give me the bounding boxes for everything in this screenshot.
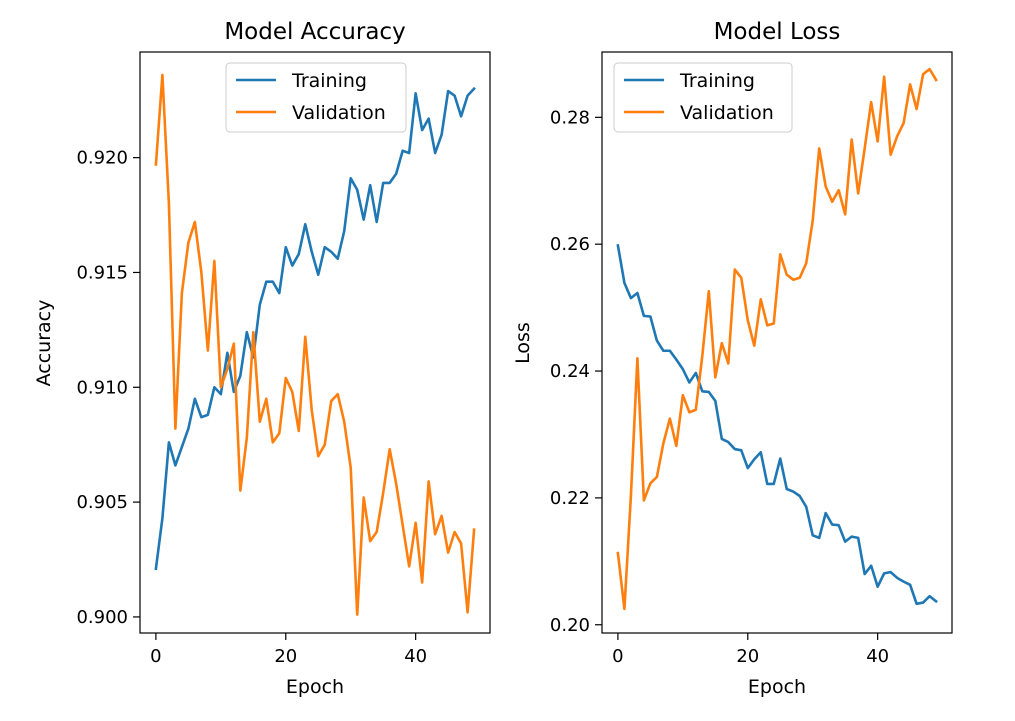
loss-legend-validation-label: Validation [680, 102, 774, 124]
loss-y-tick-label: 0.24 [550, 361, 590, 382]
loss-legend: Training Validation [613, 62, 793, 133]
accuracy-y-tick-label: 0.920 [76, 148, 128, 169]
loss-x-tick-label: 40 [866, 646, 889, 667]
accuracy-plot-lines [154, 73, 476, 616]
loss-chart: Model Loss Epoch Loss 0 20 400.200.220.240… [512, 19, 953, 698]
loss-x-axis-label: Epoch [748, 676, 806, 698]
loss-x-tick-label: 20 [736, 646, 759, 667]
loss-chart-title: Model Loss [714, 19, 841, 45]
accuracy-legend-training-label: Training [291, 70, 367, 92]
accuracy-x-tick-label: 0 [150, 646, 161, 667]
loss-x-tick-label: 0 [612, 646, 623, 667]
loss-ticks: 0 20 40 0.20 0.22 0.24 0.26 0.28 [550, 107, 889, 667]
loss-y-axis-label: Loss [512, 322, 534, 364]
accuracy-y-axis-label: Accuracy [33, 300, 55, 387]
loss-y-tick-label: 0.26 [550, 234, 590, 255]
accuracy-x-axis-label: Epoch [286, 676, 344, 698]
accuracy-y-tick-label: 0.900 [76, 607, 128, 628]
accuracy-x-tick-label: 20 [274, 646, 297, 667]
accuracy-y-tick-label: 0.910 [76, 377, 128, 398]
loss-validation-line [616, 67, 938, 611]
accuracy-chart: Model Accuracy Epoch Accuracy 0 20 40 0.900… [33, 19, 491, 698]
accuracy-y-tick-label: 0.915 [76, 262, 128, 283]
accuracy-x-tick-label: 40 [404, 646, 427, 667]
accuracy-validation-line [154, 73, 476, 616]
loss-y-tick-label: 0.28 [550, 107, 590, 128]
accuracy-ticks: 0 20 40 0.900 0.905 0.910 0.915 0.920 [76, 148, 427, 667]
loss-legend-training-label: Training [679, 70, 755, 92]
loss-y-tick-label: 0.22 [550, 488, 590, 509]
loss-training-line [616, 243, 938, 606]
loss-y-tick-label: 0.20 [550, 615, 590, 636]
loss-axes-frame [601, 51, 953, 634]
loss-plot-lines [616, 67, 938, 611]
accuracy-training-line [154, 86, 476, 571]
accuracy-legend: Training Validation [225, 62, 407, 133]
accuracy-axes-frame [139, 51, 491, 634]
accuracy-y-tick-label: 0.905 [76, 492, 128, 513]
accuracy-legend-validation-label: Validation [292, 102, 386, 124]
accuracy-chart-title: Model Accuracy [224, 19, 405, 45]
